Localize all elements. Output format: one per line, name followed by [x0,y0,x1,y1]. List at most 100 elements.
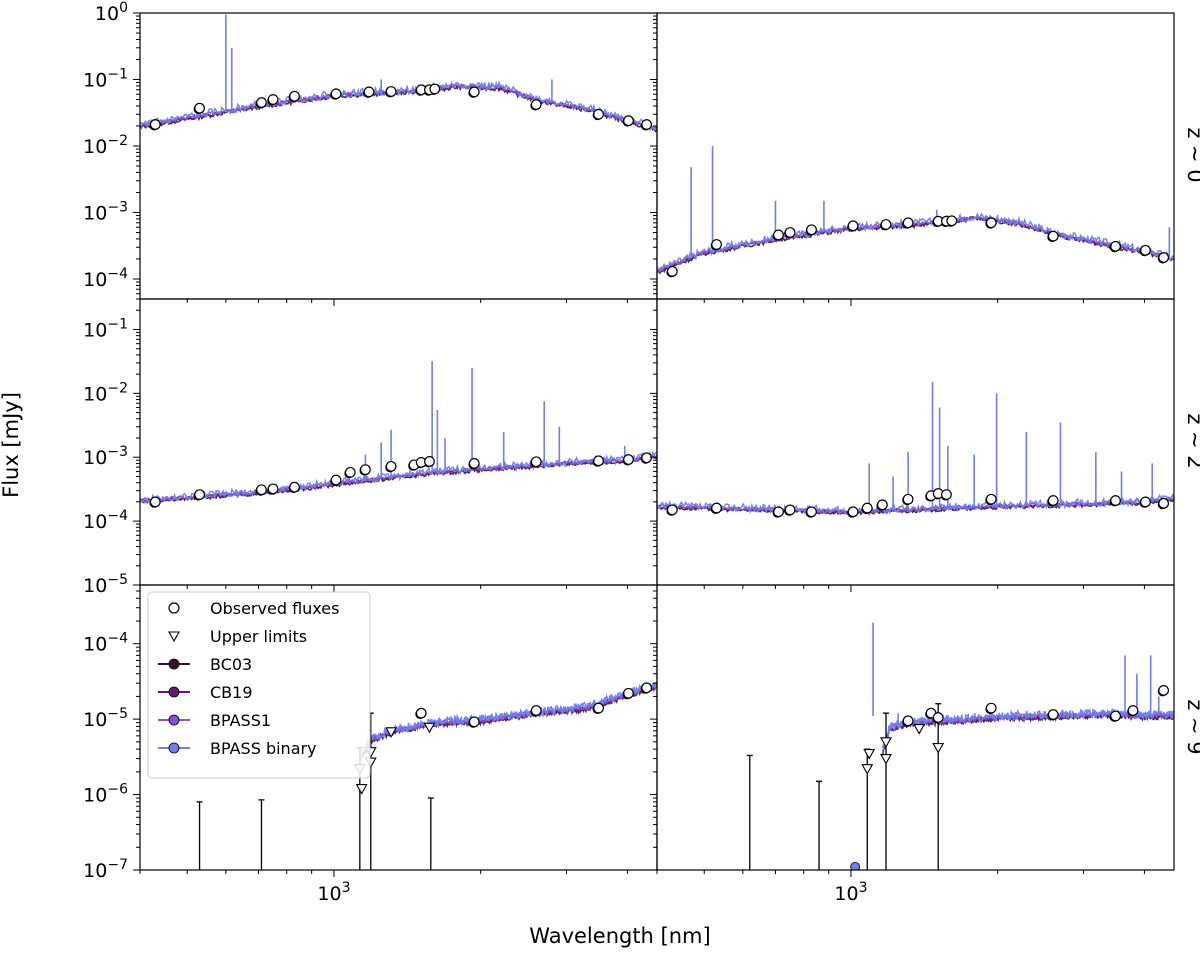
observed-point [256,484,267,496]
observed-point [985,702,997,714]
legend-marker [168,686,180,698]
observed-point [468,86,480,98]
upper-limit-point [355,784,368,795]
legend-label: BC03 [210,655,252,674]
observed-point [711,239,722,250]
row-label-z0: z ~ 0 [1183,127,1200,182]
model-line-3 [140,450,657,504]
y-tick-label: 10−7 [83,857,128,882]
observed-point [429,83,441,95]
legend-label: Upper limits [210,627,307,646]
panel-frame [139,298,658,586]
upper-limit-point [932,743,945,754]
panel-4 [650,298,1175,592]
observed-point [1127,705,1139,716]
y-tick-label: 10−2 [83,380,128,405]
row-label-z9: z ~ 9 [1183,699,1200,754]
y-tick-label: 10−5 [83,706,128,731]
observed-point [902,493,914,505]
panel-6: 103 [650,584,1175,905]
observed-point [784,227,796,238]
panels-group: 10−410−310−210−110010−510−410−310−210−11… [83,0,1175,905]
observed-point [530,99,542,110]
legend-marker [168,714,180,726]
observed-point [194,489,205,501]
legend-entry: BC03 [158,655,252,674]
panel-plot-area [196,681,657,870]
observed-point [941,489,952,501]
upper-limit-point [385,727,398,738]
upper-limit-point [880,754,892,765]
observed-point [1047,230,1059,242]
observed-point [711,502,722,514]
observed-point [330,474,342,486]
legend-marker [168,602,180,614]
observed-point [1047,495,1059,506]
observed-point [773,506,784,518]
observed-point [806,506,817,518]
observed-point [861,502,873,514]
model-line-1 [657,215,1174,273]
observed-point [1110,710,1121,722]
observed-point [1110,240,1121,252]
legend-entry: BPASS1 [158,711,271,730]
observed-point [623,115,634,127]
observed-point [359,464,371,476]
observed-point [880,219,892,230]
observed-point [530,456,542,468]
panel-plot-area [140,361,657,508]
observed-point [666,266,678,277]
model-line-3 [657,493,1174,517]
observed-point [985,493,997,505]
upper-limit-point [423,722,436,734]
observed-point [468,458,480,469]
upper-limit-point [913,724,926,735]
observed-point [330,88,342,100]
y-tick-label: 10−4 [83,631,128,656]
observed-point [256,97,267,108]
legend-entry: BPASS binary [158,739,317,758]
observed-point [424,456,435,467]
observed-point [415,707,427,719]
panel-frame [656,12,1175,300]
y-tick-label: 10−4 [83,266,128,291]
observed-point [1047,709,1059,720]
y-tick-label: 10−6 [83,782,128,807]
observed-point [267,483,279,495]
observed-point [1158,685,1170,696]
observed-point [289,90,300,102]
panel-3: 10−5 10−4 10−3 10−2 10−1 [83,298,658,597]
panel-5: 10−7 10−6 10−5 10−4 103 [83,584,658,905]
observed-point [847,506,859,518]
observed-point [593,108,604,120]
x-axis-label: Wavelength [nm] [529,924,710,948]
legend-entry: Observed fluxes [168,599,339,618]
observed-point [641,682,653,694]
legend-label: CB19 [210,683,253,702]
observed-point [149,496,161,508]
observed-point [363,86,375,98]
panel-frame [656,584,1175,871]
panel-2 [650,12,1175,306]
legend-marker [168,742,180,754]
observed-point [194,102,205,114]
observed-point [666,504,678,516]
observed-point [344,466,356,478]
panel-frame [656,298,1175,586]
y-tick-label: 10−3 [83,444,128,469]
observed-point [623,454,634,465]
observed-point [468,716,480,728]
observed-point [985,217,997,229]
y-axis-label: Flux [mJy] [0,392,23,498]
observed-point [1140,496,1151,508]
observed-point [1140,244,1151,256]
legend-label: Observed fluxes [210,599,339,618]
observed-point [530,705,542,716]
observed-point [1158,252,1170,263]
observed-point [847,220,859,232]
y-tick-label: 10−3 [83,199,128,224]
upper-limit-point [880,737,892,748]
y-tick-label: 10−1 [83,66,128,91]
legend-box [147,591,371,779]
observed-point [267,94,279,105]
